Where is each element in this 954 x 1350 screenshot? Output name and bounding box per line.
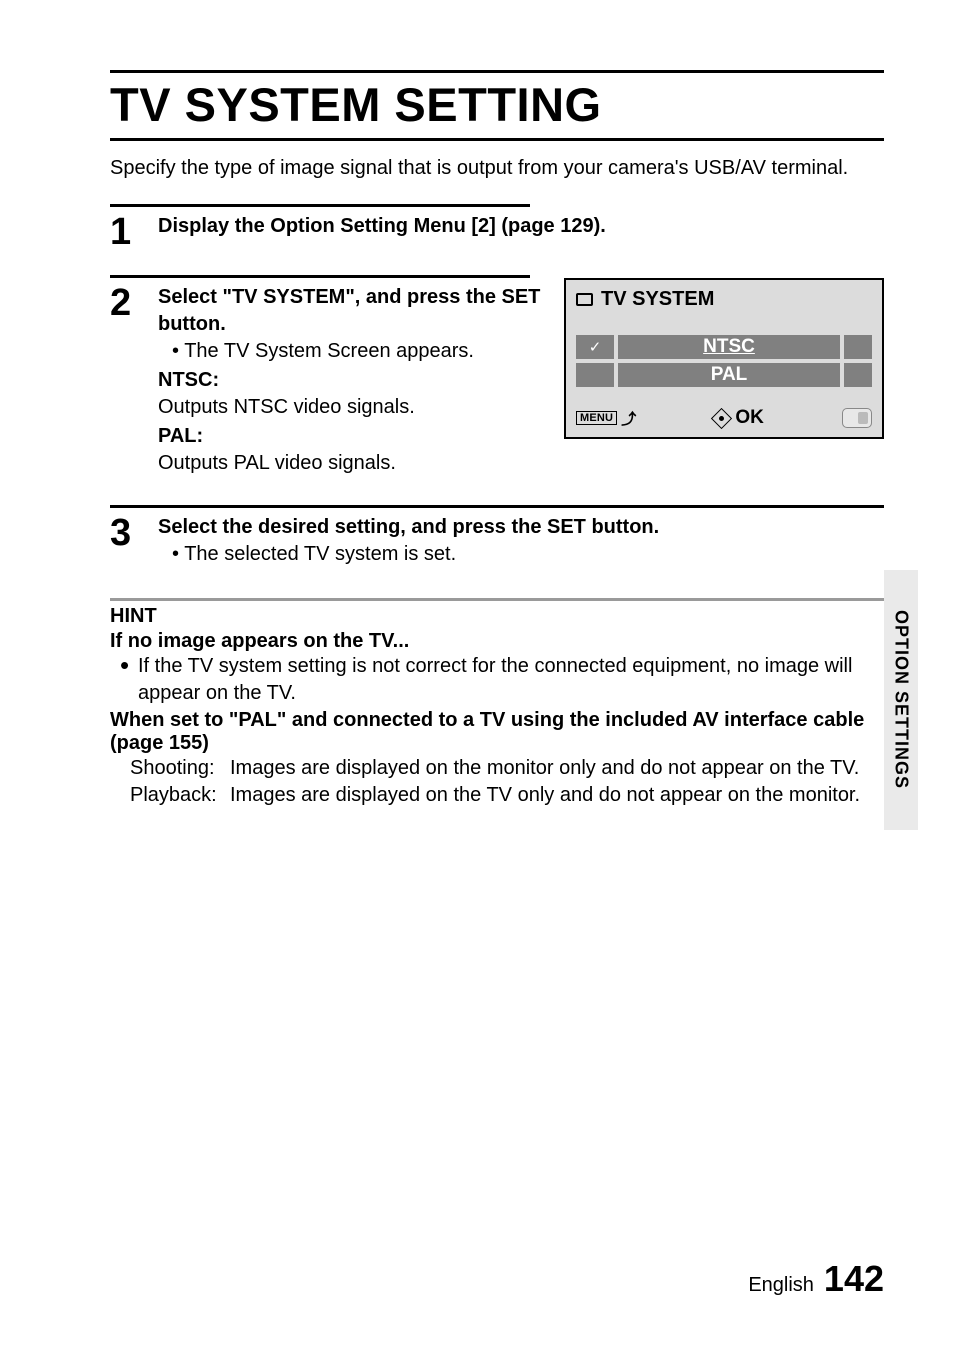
step-1: 1 Display the Option Setting Menu [2] (p… (110, 213, 884, 251)
check-icon: ✓ (576, 335, 614, 359)
option-pal-label: PAL (618, 363, 840, 387)
ntsc-desc: Outputs NTSC video signals. (158, 394, 542, 421)
panel-footer-menu: MENU ⤴ (576, 408, 636, 429)
hint-sub2: When set to "PAL" and connected to a TV … (110, 709, 884, 755)
title-rule-top (110, 70, 884, 73)
step1-rule (110, 204, 530, 207)
panel-title-icon (576, 293, 593, 306)
step-3: 3 Select the desired setting, and press … (110, 514, 884, 568)
hint-shooting-key: Shooting: (130, 755, 230, 782)
panel-title-text: TV SYSTEM (601, 288, 714, 311)
footer-lang: English (748, 1274, 814, 1297)
intro-text: Specify the type of image signal that is… (110, 155, 884, 182)
hint-title: HINT (110, 605, 884, 628)
section-tab-label: OPTION SETTINGS (891, 610, 912, 789)
pal-desc: Outputs PAL video signals. (158, 450, 542, 477)
dpad-icon (711, 407, 732, 428)
hint-bullet-1: If the TV system setting is not correct … (110, 653, 884, 707)
step1-lead: Display the Option Setting Menu [2] (pag… (158, 213, 884, 240)
step-2: 2 Select "TV SYSTEM", and press the SET … (110, 284, 542, 477)
panel-footer-blank-icon (842, 408, 872, 428)
menu-icon: MENU (576, 411, 617, 425)
tv-system-screen: TV SYSTEM ✓ NTSC PAL MENU ⤴ (564, 278, 884, 439)
panel-footer-ok: OK (714, 407, 764, 429)
option-pal: PAL (576, 363, 872, 387)
section-tab: OPTION SETTINGS (884, 570, 918, 830)
hint-def-playback: Playback: Images are displayed on the TV… (130, 782, 884, 809)
step-2-wrap: 2 Select "TV SYSTEM", and press the SET … (110, 278, 884, 477)
page-title: TV SYSTEM SETTING (110, 77, 884, 132)
manual-page: TV SYSTEM SETTING Specify the type of im… (0, 0, 954, 1350)
step-number-3: 3 (110, 514, 140, 568)
title-rule-bottom (110, 138, 884, 141)
step-number-1: 1 (110, 213, 140, 251)
hint-rule (110, 598, 884, 601)
hint-def-shooting: Shooting: Images are displayed on the mo… (130, 755, 884, 782)
pal-label: PAL: (158, 423, 542, 450)
page-footer: English 142 (748, 1258, 884, 1300)
panel-title-row: TV SYSTEM (566, 280, 882, 317)
step2-bullet: The TV System Screen appears. (172, 338, 542, 365)
return-icon: ⤴ (621, 408, 636, 429)
hint-sub1: If no image appears on the TV... (110, 630, 884, 653)
option-ntsc-label: NTSC (618, 335, 840, 359)
footer-page-number: 142 (824, 1258, 884, 1300)
step3-lead: Select the desired setting, and press th… (158, 514, 884, 541)
step3-bullet: The selected TV system is set. (172, 541, 884, 568)
hint-playback-key: Playback: (130, 782, 230, 809)
step3-rule (110, 505, 884, 508)
option-ntsc: ✓ NTSC (576, 335, 872, 359)
option-pal-blank (576, 363, 614, 387)
step2-lead: Select "TV SYSTEM", and press the SET bu… (158, 284, 542, 338)
ok-label: OK (735, 407, 764, 429)
step-number-2: 2 (110, 284, 140, 477)
panel-footer: MENU ⤴ OK (566, 397, 882, 437)
hint-shooting-val: Images are displayed on the monitor only… (230, 755, 884, 782)
hint-playback-val: Images are displayed on the TV only and … (230, 782, 884, 809)
ntsc-label: NTSC: (158, 367, 542, 394)
